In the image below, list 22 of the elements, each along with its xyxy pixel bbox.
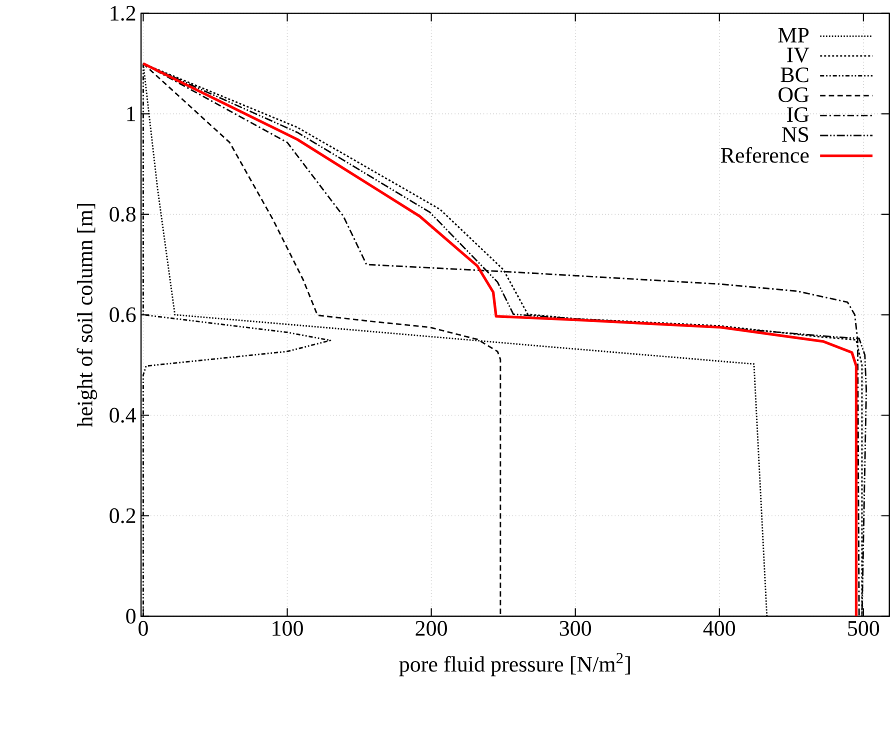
legend-label: OG xyxy=(778,87,809,102)
y-tick-label: 0.8 xyxy=(110,206,136,222)
y-tick-label: 0.4 xyxy=(110,408,136,423)
x-tick-label: 400 xyxy=(703,620,736,636)
x-axis-title: pore fluid pressure [N/m$^{2}$] xyxy=(399,653,630,676)
y-tick-label: 0.6 xyxy=(110,307,136,322)
x-tick-label: 300 xyxy=(560,620,591,636)
legend-label: MP xyxy=(778,28,809,42)
y-tick-label: 1 xyxy=(127,106,136,122)
legend-label: BC xyxy=(780,67,808,82)
legend-label: NS xyxy=(782,127,808,142)
x-tick-label: 0 xyxy=(138,620,148,636)
y-tick-label: 1.2 xyxy=(110,6,136,21)
legend-label: IG xyxy=(787,107,809,122)
y-tick-label: 0 xyxy=(126,608,136,624)
x-tick-label: 500 xyxy=(848,620,880,636)
x-tick-label: 100 xyxy=(272,620,303,636)
y-axis-title: height of soil column [m] xyxy=(76,204,98,428)
legend-label: IV xyxy=(787,48,810,63)
x-tick-label: 200 xyxy=(416,620,447,636)
legend-label: Reference xyxy=(720,147,809,163)
y-tick-label: 0.2 xyxy=(110,508,136,524)
